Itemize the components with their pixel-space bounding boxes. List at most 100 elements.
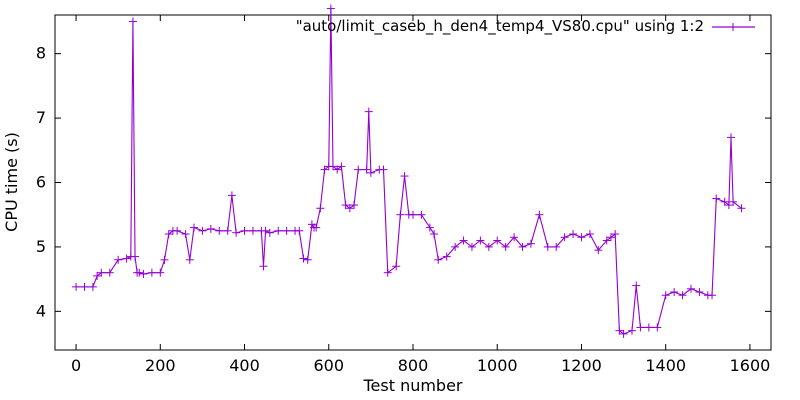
data-point-0-86 (577, 233, 586, 242)
data-point-0-75 (484, 242, 493, 251)
data-point-0-73 (467, 242, 476, 251)
data-point-0-19 (173, 226, 182, 235)
data-point-0-87 (585, 230, 594, 239)
data-point-0-41 (307, 220, 316, 229)
data-point-0-26 (223, 226, 232, 235)
data-point-0-35 (274, 226, 283, 235)
data-point-0-96 (636, 323, 645, 332)
data-point-0-57 (366, 168, 375, 177)
series-line-0 (76, 8, 742, 335)
x-axis-title: Test number (362, 376, 462, 395)
data-point-0-63 (400, 172, 409, 181)
data-point-0-83 (552, 242, 561, 251)
data-point-0-68 (430, 230, 439, 239)
data-point-0-81 (535, 210, 544, 219)
data-point-0-50 (337, 162, 346, 171)
x-tick-label-3: 600 (313, 356, 344, 375)
data-point-0-9 (128, 17, 137, 26)
legend-marker (729, 23, 737, 31)
data-point-0-38 (295, 226, 304, 235)
data-point-0-99 (661, 291, 670, 300)
data-point-0-76 (493, 236, 502, 245)
data-point-0-3 (93, 271, 102, 280)
data-point-0-80 (526, 239, 535, 248)
x-tick-label-1: 200 (145, 356, 176, 375)
data-point-0-97 (644, 323, 653, 332)
y-tick-label-4: 8 (36, 44, 46, 63)
data-point-0-52 (345, 204, 354, 213)
data-point-0-109 (726, 133, 735, 142)
data-point-0-14 (147, 268, 156, 277)
y-tick-label-2: 6 (36, 173, 46, 192)
data-point-0-20 (181, 230, 190, 239)
data-point-0-69 (434, 255, 443, 264)
x-tick-label-0: 0 (71, 356, 81, 375)
data-point-0-56 (364, 107, 373, 116)
data-point-0-103 (695, 288, 704, 297)
data-point-0-60 (383, 268, 392, 277)
data-point-0-45 (320, 165, 329, 174)
data-point-0-92 (615, 326, 624, 335)
plot-frame (54, 14, 772, 351)
data-point-0-54 (354, 165, 363, 174)
data-point-0-34 (265, 228, 274, 237)
x-tick-label-8: 1600 (730, 356, 771, 375)
x-axis: 0 200 400 600 800 1000 1200 1400 1600 (71, 15, 770, 375)
data-point-0-24 (206, 224, 215, 233)
x-tick-label-7: 1400 (645, 356, 686, 375)
data-point-0-49 (333, 165, 342, 174)
data-point-0-70 (442, 252, 451, 261)
data-point-0-13 (139, 269, 148, 278)
data-point-0-12 (135, 268, 144, 277)
data-point-0-23 (198, 226, 207, 235)
data-point-0-17 (164, 230, 173, 239)
data-point-0-55 (362, 165, 371, 174)
data-point-0-21 (185, 255, 194, 264)
data-point-0-91 (611, 230, 620, 239)
y-axis-title: CPU time (s) (2, 132, 21, 232)
data-point-0-77 (501, 242, 510, 251)
data-point-0-48 (328, 162, 337, 171)
data-point-0-107 (720, 197, 729, 206)
data-point-0-88 (594, 246, 603, 255)
data-point-0-32 (259, 262, 268, 271)
series-layer (72, 4, 746, 338)
data-point-0-10 (131, 252, 140, 261)
data-point-0-27 (227, 191, 236, 200)
data-point-0-22 (189, 223, 198, 232)
data-point-0-16 (160, 255, 169, 264)
y-tick-label-1: 5 (36, 237, 46, 256)
data-point-0-79 (518, 242, 527, 251)
data-point-0-106 (712, 194, 721, 203)
data-point-0-0 (72, 282, 81, 291)
data-point-0-66 (417, 210, 426, 219)
data-point-0-25 (215, 226, 224, 235)
data-point-0-72 (459, 236, 468, 245)
data-point-0-30 (248, 226, 257, 235)
data-point-0-44 (316, 204, 325, 213)
data-point-0-61 (392, 262, 401, 271)
data-point-0-78 (510, 233, 519, 242)
data-point-0-39 (299, 254, 308, 263)
data-point-0-71 (451, 242, 460, 251)
data-point-0-84 (560, 233, 569, 242)
y-tick-label-0: 4 (36, 301, 46, 320)
data-point-0-53 (350, 201, 359, 210)
data-point-0-51 (341, 201, 350, 210)
data-point-0-74 (476, 236, 485, 245)
data-point-0-29 (240, 226, 249, 235)
data-point-0-95 (632, 281, 641, 290)
plot-border (54, 14, 772, 351)
data-point-0-98 (653, 323, 662, 332)
data-point-0-15 (156, 268, 165, 277)
data-point-0-4 (97, 268, 106, 277)
data-point-0-94 (628, 326, 637, 335)
data-point-0-40 (303, 255, 312, 264)
data-point-0-102 (686, 284, 695, 293)
data-point-0-43 (312, 223, 321, 232)
data-point-0-90 (606, 233, 615, 242)
data-point-0-108 (724, 201, 733, 210)
data-point-0-82 (543, 242, 552, 251)
data-point-0-1 (80, 282, 89, 291)
